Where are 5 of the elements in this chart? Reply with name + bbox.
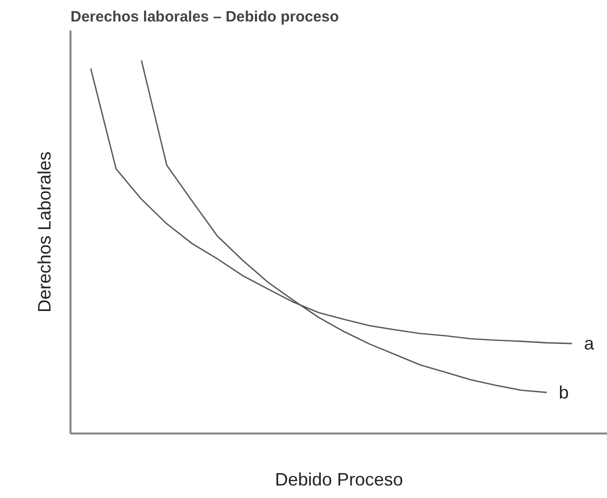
series-label: a — [584, 334, 596, 354]
y-axis-title: Derechos Laborales — [34, 151, 54, 313]
chart-title: Derechos laborales – Debido proceso — [70, 8, 339, 26]
series-label: b — [558, 382, 569, 402]
x-axis-title: Debido Proceso — [274, 470, 404, 490]
